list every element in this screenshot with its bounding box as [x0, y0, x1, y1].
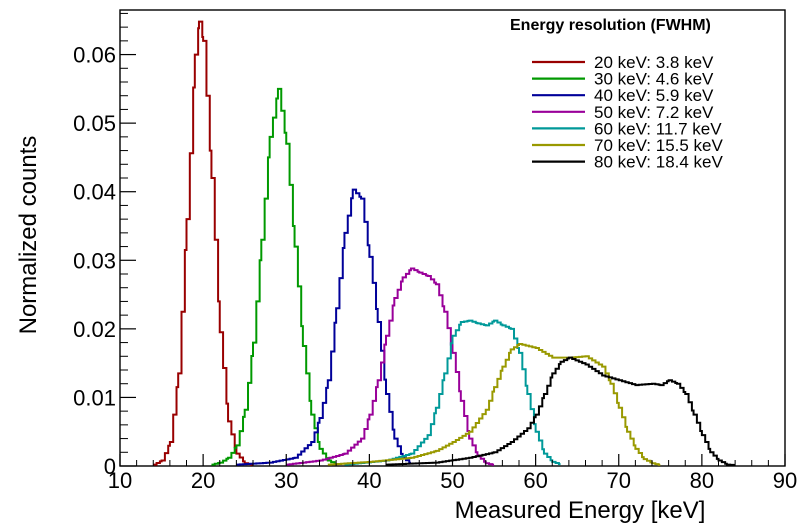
x-tick-label: 80	[690, 468, 714, 493]
series-line-4	[286, 267, 495, 466]
x-tick-label: 70	[607, 468, 631, 493]
y-tick-label: 0.06	[73, 43, 116, 68]
y-tick-label: 0	[104, 454, 116, 479]
x-tick-label: 90	[773, 468, 797, 493]
x-tick-label: 20	[191, 468, 215, 493]
tick-layer: 10 20 30 40 50 60 70 80 90 0 0.01 0.02 0.03 0.04 0.05 0…	[73, 12, 797, 493]
x-tick-label: 50	[440, 468, 464, 493]
series-line-7	[386, 356, 736, 467]
legend-item-label: 20 keV: 3.8 keV	[594, 53, 714, 72]
legend-item-label: 40 keV: 5.9 keV	[594, 86, 714, 105]
legend-item-label: 80 keV: 18.4 keV	[594, 153, 724, 172]
y-axis-title: Normalized counts	[15, 136, 42, 335]
legend-item-label: 70 keV: 15.5 keV	[594, 136, 724, 155]
x-axis-title: Measured Energy [keV]	[455, 497, 706, 524]
x-tick-label: 60	[523, 468, 547, 493]
y-tick-label: 0.05	[73, 111, 116, 136]
legend-item-label: 50 keV: 7.2 keV	[594, 103, 714, 122]
series-line-2	[211, 87, 337, 466]
series-line-6	[327, 342, 661, 466]
x-tick-label: 40	[357, 468, 381, 493]
legend: Energy resolution (FWHM) 20 keV: 3.8 keV…	[510, 17, 724, 172]
y-tick-label: 0.03	[73, 248, 116, 273]
y-tick-label: 0.04	[73, 180, 116, 205]
plot-frame	[119, 9, 786, 467]
legend-item-label: 60 keV: 11.7 keV	[594, 119, 722, 138]
y-tick-label: 0.01	[73, 385, 116, 410]
legend-title: Energy resolution (FWHM)	[510, 17, 711, 34]
x-tick-label: 10	[108, 468, 132, 493]
y-tick-label: 0.02	[73, 317, 116, 342]
legend-item-label: 30 keV: 4.6 keV	[594, 70, 714, 89]
x-tick-label: 30	[274, 468, 298, 493]
